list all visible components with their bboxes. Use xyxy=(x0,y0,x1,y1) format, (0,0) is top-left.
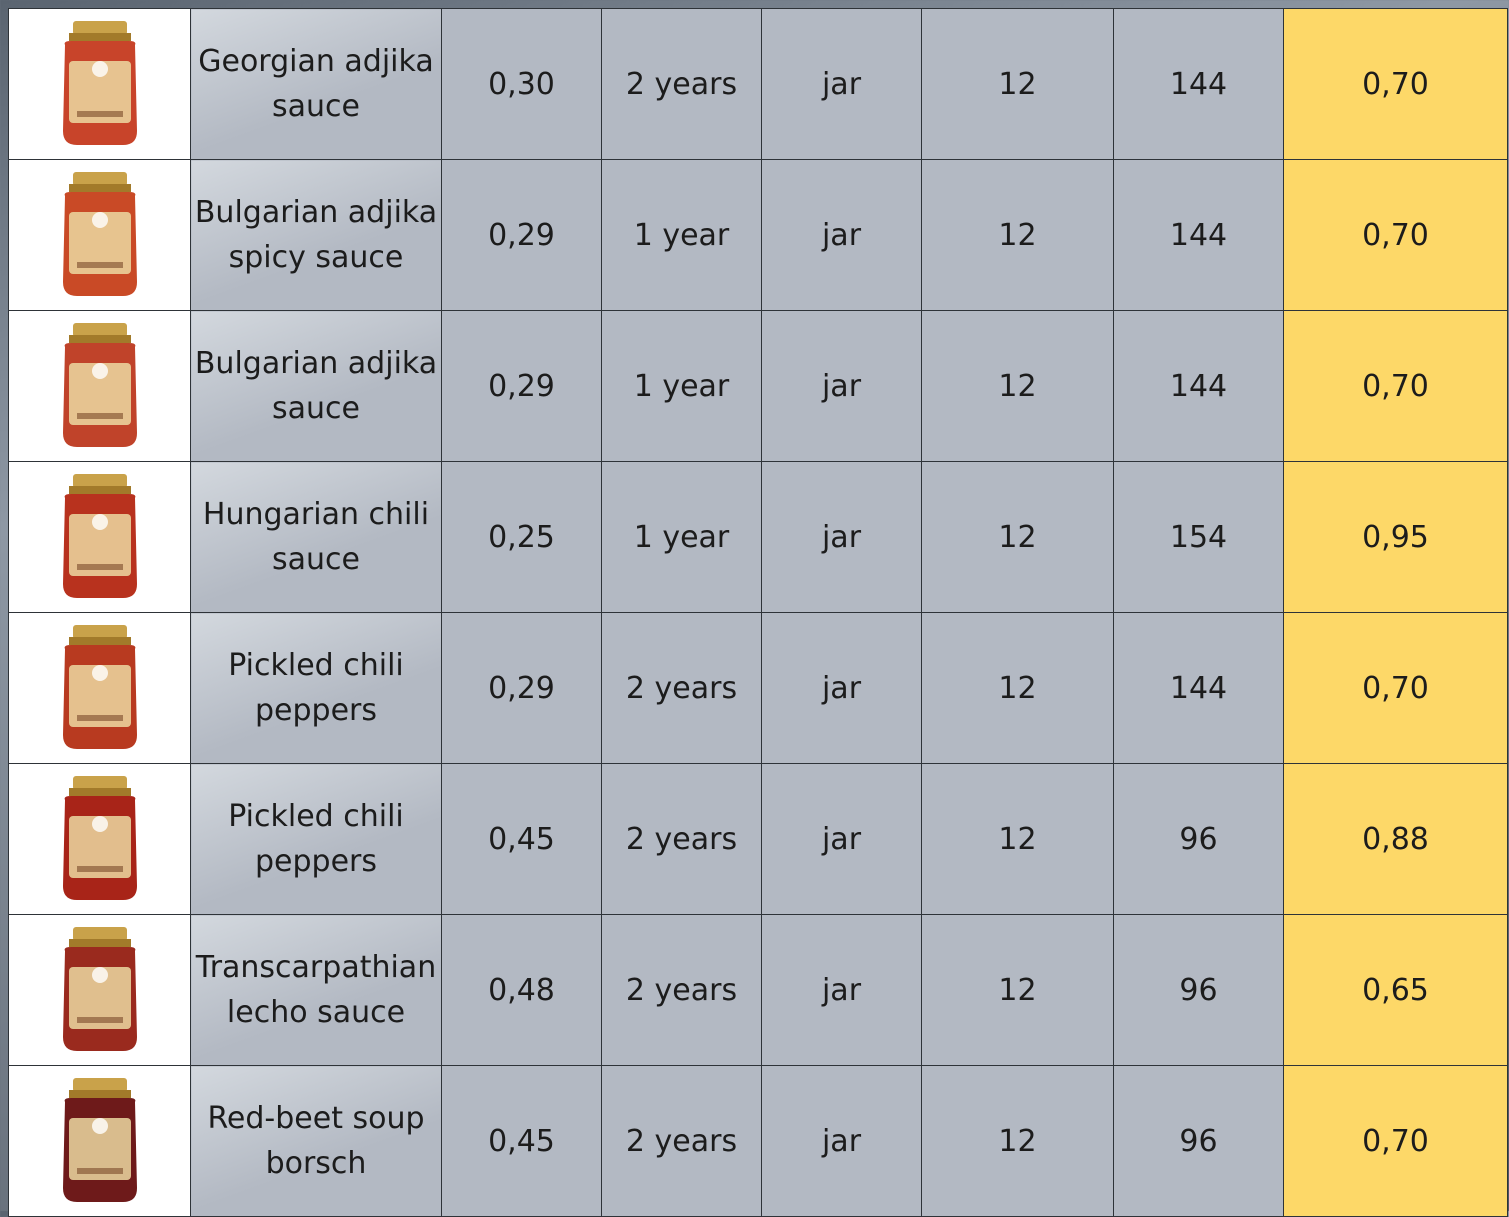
pallet-count: 154 xyxy=(1114,462,1284,613)
volume: 0,29 xyxy=(442,613,602,764)
product-image xyxy=(9,160,191,311)
volume: 0,48 xyxy=(442,915,602,1066)
package: jar xyxy=(762,764,922,915)
product-name: Hungarian chili sauce xyxy=(191,462,442,613)
jar-icon xyxy=(55,925,145,1055)
pallet-count: 144 xyxy=(1114,160,1284,311)
volume: 0,29 xyxy=(442,160,602,311)
package: jar xyxy=(762,311,922,462)
product-image xyxy=(9,462,191,613)
product-image xyxy=(9,9,191,160)
quantity: 12 xyxy=(922,9,1114,160)
shelf-life: 2 years xyxy=(602,764,762,915)
price: 0,70 xyxy=(1284,160,1508,311)
pallet-count: 96 xyxy=(1114,915,1284,1066)
product-image xyxy=(9,1066,191,1217)
package: jar xyxy=(762,1066,922,1217)
jar-icon xyxy=(55,321,145,451)
package: jar xyxy=(762,462,922,613)
product-name: Pickled chili peppers xyxy=(191,764,442,915)
volume: 0,45 xyxy=(442,1066,602,1217)
jar-icon xyxy=(55,472,145,602)
package: jar xyxy=(762,160,922,311)
volume: 0,29 xyxy=(442,311,602,462)
volume: 0,30 xyxy=(442,9,602,160)
product-name: Bulgarian adjika spicy sauce xyxy=(191,160,442,311)
volume: 0,45 xyxy=(442,764,602,915)
package: jar xyxy=(762,613,922,764)
shelf-life: 2 years xyxy=(602,9,762,160)
package: jar xyxy=(762,915,922,1066)
shelf-life: 1 year xyxy=(602,311,762,462)
product-name: Red-beet soup borsch xyxy=(191,1066,442,1217)
volume: 0,25 xyxy=(442,462,602,613)
product-name: Pickled chili peppers xyxy=(191,613,442,764)
product-image xyxy=(9,311,191,462)
quantity: 12 xyxy=(922,160,1114,311)
price: 0,70 xyxy=(1284,311,1508,462)
package: jar xyxy=(762,9,922,160)
pallet-count: 96 xyxy=(1114,764,1284,915)
product-name: Georgian adjika sauce xyxy=(191,9,442,160)
price: 0,70 xyxy=(1284,1066,1508,1217)
pallet-count: 144 xyxy=(1114,613,1284,764)
price: 0,70 xyxy=(1284,613,1508,764)
product-name: Transcarpathian lecho sauce xyxy=(191,915,442,1066)
jar-icon xyxy=(55,170,145,300)
quantity: 12 xyxy=(922,1066,1114,1217)
price: 0,70 xyxy=(1284,9,1508,160)
shelf-life: 1 year xyxy=(602,462,762,613)
page: Georgian adjika sauce0,302 yearsjar12144… xyxy=(0,0,1509,1211)
product-image xyxy=(9,613,191,764)
pallet-count: 144 xyxy=(1114,311,1284,462)
price: 0,95 xyxy=(1284,462,1508,613)
shelf-life: 2 years xyxy=(602,915,762,1066)
product-name: Bulgarian adjika sauce xyxy=(191,311,442,462)
product-image xyxy=(9,764,191,915)
shelf-life: 2 years xyxy=(602,1066,762,1217)
jar-icon xyxy=(55,19,145,149)
price: 0,88 xyxy=(1284,764,1508,915)
product-image xyxy=(9,915,191,1066)
jar-icon xyxy=(55,623,145,753)
price: 0,65 xyxy=(1284,915,1508,1066)
shelf-life: 2 years xyxy=(602,613,762,764)
shelf-life: 1 year xyxy=(602,160,762,311)
quantity: 12 xyxy=(922,462,1114,613)
quantity: 12 xyxy=(922,613,1114,764)
jar-icon xyxy=(55,1076,145,1206)
quantity: 12 xyxy=(922,915,1114,1066)
pallet-count: 96 xyxy=(1114,1066,1284,1217)
quantity: 12 xyxy=(922,764,1114,915)
jar-icon xyxy=(55,774,145,904)
quantity: 12 xyxy=(922,311,1114,462)
pallet-count: 144 xyxy=(1114,9,1284,160)
